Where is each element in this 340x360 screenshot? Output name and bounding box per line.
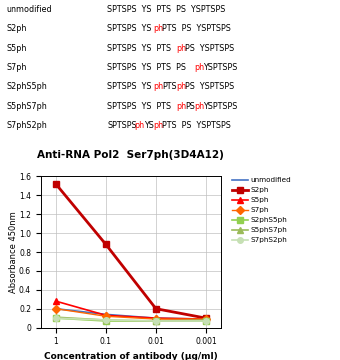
Legend: unmodified, S2ph, S5ph, S7ph, S2phS5ph, S5phS7ph, S7phS2ph: unmodified, S2ph, S5ph, S7ph, S2phS5ph, … bbox=[232, 177, 291, 243]
S2ph bbox=[104, 242, 108, 247]
Line: S7ph: S7ph bbox=[53, 306, 209, 322]
Y-axis label: Absorbance 450nm: Absorbance 450nm bbox=[8, 211, 18, 293]
S7ph bbox=[54, 307, 58, 311]
Text: ph: ph bbox=[153, 121, 163, 130]
S5phS7ph bbox=[54, 315, 58, 319]
Text: Anti-RNA Pol2  Ser7ph(3D4A12): Anti-RNA Pol2 Ser7ph(3D4A12) bbox=[37, 150, 224, 160]
Text: PTS  PS  YSPTSPS: PTS PS YSPTSPS bbox=[162, 121, 231, 130]
Text: PS: PS bbox=[185, 102, 195, 111]
Line: S2ph: S2ph bbox=[53, 181, 209, 321]
Text: YSPTSPS: YSPTSPS bbox=[203, 102, 238, 111]
S2ph bbox=[154, 307, 158, 311]
Text: SPTSPS  YS: SPTSPS YS bbox=[107, 82, 152, 91]
Text: ph: ph bbox=[153, 24, 163, 33]
Text: ph: ph bbox=[194, 102, 204, 111]
Text: SPTSPS: SPTSPS bbox=[107, 121, 137, 130]
S7ph bbox=[154, 317, 158, 321]
S2ph bbox=[54, 182, 58, 186]
S7phS2ph bbox=[204, 319, 208, 323]
S7phS2ph bbox=[54, 316, 58, 320]
S2phS5ph bbox=[104, 319, 108, 323]
unmodified bbox=[154, 316, 158, 320]
Text: PS  YSPTSPS: PS YSPTSPS bbox=[185, 44, 234, 53]
S7ph bbox=[204, 317, 208, 321]
S5ph bbox=[104, 313, 108, 318]
Text: SPTSPS  YS  PTS  PS  YSPTSPS: SPTSPS YS PTS PS YSPTSPS bbox=[107, 5, 225, 14]
Text: ph: ph bbox=[194, 63, 204, 72]
unmodified bbox=[204, 317, 208, 321]
unmodified bbox=[54, 307, 58, 311]
Line: S5phS7ph: S5phS7ph bbox=[53, 314, 209, 324]
Text: S5ph: S5ph bbox=[7, 44, 27, 53]
S5phS7ph bbox=[204, 318, 208, 322]
Text: SPTSPS  YS  PTS  PS: SPTSPS YS PTS PS bbox=[107, 63, 186, 72]
Text: SPTSPS  YS  PTS: SPTSPS YS PTS bbox=[107, 102, 171, 111]
Text: YSPTSPS: YSPTSPS bbox=[203, 63, 238, 72]
S7phS2ph bbox=[104, 318, 108, 322]
S5phS7ph bbox=[154, 319, 158, 323]
S7phS2ph bbox=[154, 319, 158, 323]
Text: ph: ph bbox=[135, 121, 145, 130]
X-axis label: Concentration of antibody (μg/ml): Concentration of antibody (μg/ml) bbox=[44, 352, 218, 360]
Text: S2phS5ph: S2phS5ph bbox=[7, 82, 48, 91]
Text: ph: ph bbox=[176, 82, 186, 91]
Text: SPTSPS  YS: SPTSPS YS bbox=[107, 24, 152, 33]
Text: PS  YSPTSPS: PS YSPTSPS bbox=[185, 82, 234, 91]
Text: SPTSPS  YS  PTS: SPTSPS YS PTS bbox=[107, 44, 171, 53]
Text: ph: ph bbox=[176, 44, 186, 53]
Text: PTS: PTS bbox=[162, 82, 177, 91]
Text: ph: ph bbox=[176, 102, 186, 111]
S2phS5ph bbox=[204, 319, 208, 323]
Text: YS: YS bbox=[144, 121, 154, 130]
Line: S5ph: S5ph bbox=[53, 298, 209, 322]
S2phS5ph bbox=[54, 316, 58, 320]
S7ph bbox=[104, 314, 108, 319]
S2phS5ph bbox=[154, 319, 158, 323]
S5ph bbox=[154, 316, 158, 320]
Text: ph: ph bbox=[153, 82, 163, 91]
unmodified bbox=[104, 312, 108, 316]
Text: S7ph: S7ph bbox=[7, 63, 27, 72]
S2ph bbox=[204, 316, 208, 320]
Text: PTS  PS  YSPTSPS: PTS PS YSPTSPS bbox=[162, 24, 231, 33]
Text: S2ph: S2ph bbox=[7, 24, 27, 33]
Line: S7phS2ph: S7phS2ph bbox=[53, 315, 209, 324]
Line: S2phS5ph: S2phS5ph bbox=[53, 315, 209, 324]
Text: S5phS7ph: S5phS7ph bbox=[7, 102, 48, 111]
S5ph bbox=[54, 299, 58, 303]
Text: unmodified: unmodified bbox=[7, 5, 52, 14]
S5phS7ph bbox=[104, 318, 108, 322]
S5ph bbox=[204, 317, 208, 321]
Text: S7phS2ph: S7phS2ph bbox=[7, 121, 48, 130]
Line: unmodified: unmodified bbox=[56, 309, 206, 319]
